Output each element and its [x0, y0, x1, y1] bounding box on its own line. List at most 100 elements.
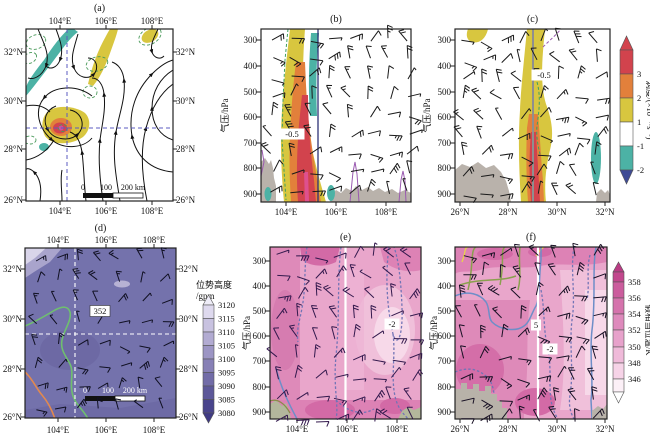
tick-label: 32°N: [179, 264, 199, 274]
tick-label: 26°N: [450, 207, 470, 217]
tick-label: 104°E: [286, 424, 309, 434]
wind-barb: [309, 67, 322, 77]
gph-field-base: [25, 248, 176, 418]
wind-barb: [389, 134, 403, 142]
wind-barb: [471, 87, 482, 100]
colorbar-theta: 358 356 354 352 350 348 346 假相当位温/K: [612, 261, 650, 404]
colorbar-tick: 3080: [218, 408, 235, 418]
wind-barb: [408, 116, 422, 126]
panel-f-frame: [454, 246, 608, 420]
colorbar-segment: [612, 346, 625, 364]
wind-barb: [513, 243, 520, 257]
wind-barb: [303, 124, 312, 137]
wind-barb: [591, 345, 599, 359]
tick-label: 28°N: [498, 424, 518, 434]
wind-barb: [404, 262, 411, 275]
theta-lighter-strip: [585, 290, 607, 395]
wind-barb: [540, 85, 549, 99]
red-column-shading: [296, 95, 316, 202]
wind-barb: [139, 360, 150, 370]
wind-barb: [521, 108, 532, 120]
scalebar-label: 0: [83, 386, 87, 395]
wind-barb: [270, 185, 283, 193]
wind-barb: [340, 85, 351, 98]
tick-label: 900: [438, 407, 452, 417]
wind-barb: [521, 181, 533, 193]
wind-barb: [310, 40, 325, 49]
wind-barb: [480, 41, 493, 53]
wind-barb: [481, 68, 488, 83]
colorbar-tip-top: [619, 35, 634, 51]
contour-label: 352: [94, 306, 107, 316]
colorbar-tick: 3095: [218, 368, 235, 378]
wind-barb: [344, 66, 351, 79]
wind-barb: [512, 265, 522, 278]
wind-barb: [350, 33, 363, 41]
panel-a-frame: [25, 28, 174, 202]
wind-barb: [595, 48, 602, 62]
colorbar-segment: [619, 97, 634, 123]
wind-barb: [575, 116, 588, 127]
blue-dashed-contours: [455, 247, 591, 419]
wind-barb: [501, 408, 513, 420]
scalebar-label: 200 km: [121, 183, 146, 192]
magenta-sliver-shading: [304, 172, 309, 202]
wind-barb: [592, 408, 605, 419]
wind-barb: [481, 399, 494, 411]
theta-dark-topright: [380, 247, 421, 272]
wind-barb: [294, 364, 303, 378]
wind-barb: [326, 84, 333, 98]
wind-barb: [108, 249, 119, 260]
green-dashed-contour: [281, 29, 289, 201]
wind-barb: [479, 376, 494, 382]
wind-barb: [591, 386, 598, 400]
tick-label: 500: [438, 306, 452, 316]
theta-deep-top: [477, 248, 513, 260]
tick-label: 106°E: [325, 207, 348, 217]
wind-barb: [374, 390, 386, 402]
wind-barb: [97, 382, 109, 389]
panel-title: (a): [94, 3, 105, 14]
tick-label: 700: [244, 138, 258, 148]
wind-barb: [576, 336, 590, 345]
wind-barb: [487, 284, 500, 296]
wind-barb: [390, 283, 396, 297]
wind-barb: [383, 246, 395, 258]
colorbar-tick: 350: [628, 342, 641, 352]
wind-barb: [313, 344, 321, 358]
wind-barb: [553, 387, 560, 401]
wind-barb: [574, 295, 588, 302]
wind-barb: [277, 274, 291, 282]
colorbar-tip-top: [612, 261, 625, 273]
wind-barb: [460, 345, 466, 359]
wind-barb: [406, 45, 413, 59]
wind-barb: [407, 93, 422, 98]
yellow-topleft-shading: [466, 29, 488, 43]
wind-barb: [336, 265, 347, 278]
wind-barb: [476, 282, 484, 296]
wind-barb: [275, 366, 282, 380]
wind-barb: [387, 24, 393, 39]
teal-band-shading: [308, 33, 319, 116]
wind-barb: [482, 261, 490, 275]
wind-barb: [119, 346, 131, 354]
wind-barb: [499, 264, 506, 278]
wind-barb: [520, 305, 527, 319]
wind-barb: [463, 71, 476, 80]
wind-barb: [284, 120, 294, 134]
theta-darker-left: [271, 290, 299, 370]
wind-barb: [99, 366, 111, 373]
wind-barb: [266, 346, 278, 358]
y-axis-label: 气压/hPa: [219, 98, 230, 132]
wind-barb: [549, 50, 561, 63]
wind-barb: [597, 126, 609, 138]
wind-barb: [572, 242, 579, 257]
y-axis-label: 气压/hPa: [421, 98, 432, 132]
wind-barb: [548, 405, 557, 419]
wind-barb: [594, 330, 607, 339]
yellow-band-shading: [88, 29, 118, 86]
colorbar-tick: 3115: [218, 314, 235, 324]
tick-label: 800: [253, 382, 267, 392]
terrain-left: [455, 383, 507, 419]
